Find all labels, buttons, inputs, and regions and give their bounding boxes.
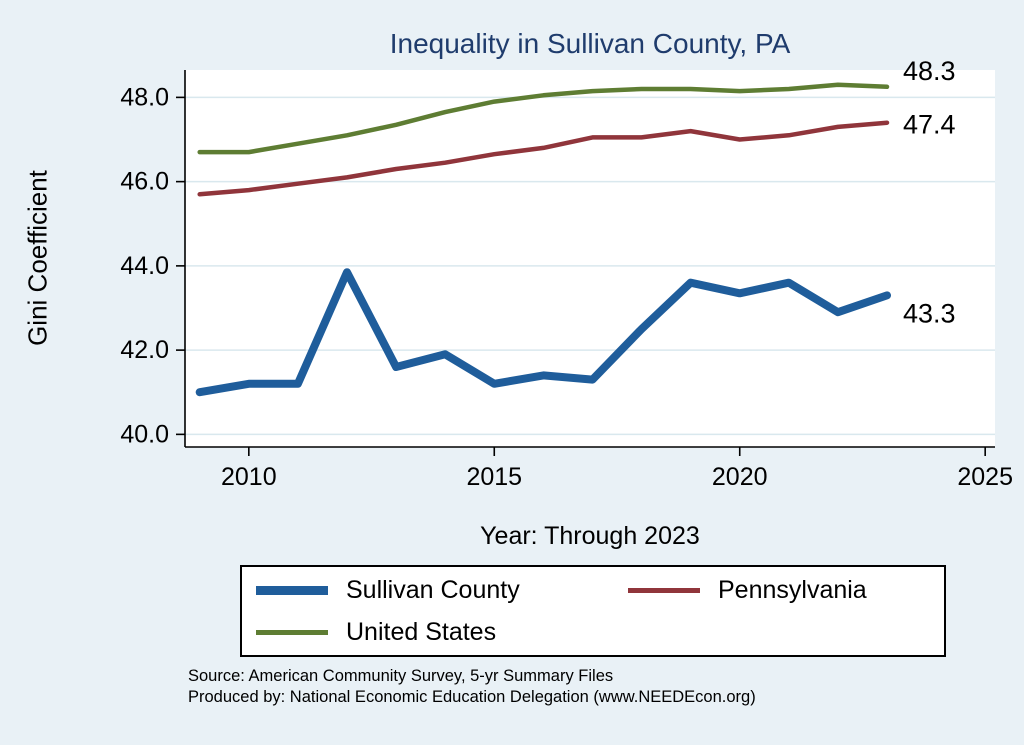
y-tick-label: 40.0 [120, 420, 169, 448]
legend: Sullivan County Pennsylvania United Stat… [240, 565, 946, 657]
y-tick-label: 44.0 [120, 252, 169, 280]
legend-item-pennsylvania: Pennsylvania [628, 571, 930, 609]
source-line: Source: American Community Survey, 5-yr … [188, 667, 614, 685]
line-pennsylvania [197, 120, 890, 197]
x-tick-label: 2025 [957, 463, 1013, 491]
legend-item-united-states: United States [256, 613, 628, 651]
legend-label: Pennsylvania [718, 575, 867, 604]
x-tick-label: 2015 [466, 463, 522, 491]
legend-swatch-united-states [256, 629, 328, 635]
source-note: Source: American Community Survey, 5-yr … [188, 666, 756, 708]
x-tick-label: 2010 [221, 463, 277, 491]
y-tick-label: 48.0 [120, 83, 169, 111]
x-tick-label: 2020 [712, 463, 768, 491]
legend-label: United States [346, 617, 497, 646]
legend-swatch-sullivan-county [256, 585, 328, 595]
plot-area [185, 70, 995, 447]
end-label-united-states: 48.3 [903, 56, 956, 86]
produced-by-line: Produced by: National Economic Education… [188, 688, 756, 706]
line-sullivan-county [195, 268, 891, 397]
legend-swatch-pennsylvania [628, 587, 700, 593]
end-label-pennsylvania: 47.4 [903, 110, 956, 140]
y-tick-label: 46.0 [120, 168, 169, 196]
end-label-sullivan-county: 43.3 [903, 298, 956, 328]
legend-label: Sullivan County [346, 575, 520, 604]
legend-item-sullivan-county: Sullivan County [256, 571, 628, 609]
y-tick-label: 42.0 [120, 336, 169, 364]
y-axis-title: Gini Coefficient [22, 170, 53, 346]
line-united-states [197, 82, 890, 155]
x-axis-title: Year: Through 2023 [480, 522, 700, 550]
chart-title: Inequality in Sullivan County, PA [389, 28, 791, 59]
